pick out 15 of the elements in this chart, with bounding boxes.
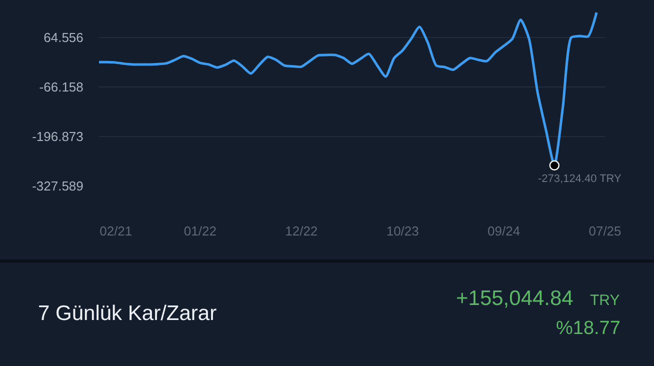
x-tick-label: 07/25 — [588, 224, 622, 239]
text: +155,044.84 — [456, 287, 574, 310]
text: TRY — [590, 292, 620, 309]
text: %18.77 — [556, 318, 620, 339]
x-tick-label: 10/23 — [386, 224, 419, 239]
text: 7 Günlük Kar/Zarar — [38, 302, 217, 325]
y-tick-label: -327.589 — [32, 178, 84, 194]
annotation: -273,124.40 TRY — [538, 173, 622, 185]
x-tick-label: 02/21 — [100, 224, 132, 239]
x-tick-label: 01/22 — [184, 224, 216, 239]
x-tick-label: 09/24 — [488, 224, 520, 239]
y-tick-label: 64.556 — [44, 30, 84, 45]
x-tick-label: 12/22 — [285, 224, 318, 239]
y-tick-label: -66.158 — [39, 79, 84, 94]
y-tick-label: -196.873 — [32, 128, 84, 144]
